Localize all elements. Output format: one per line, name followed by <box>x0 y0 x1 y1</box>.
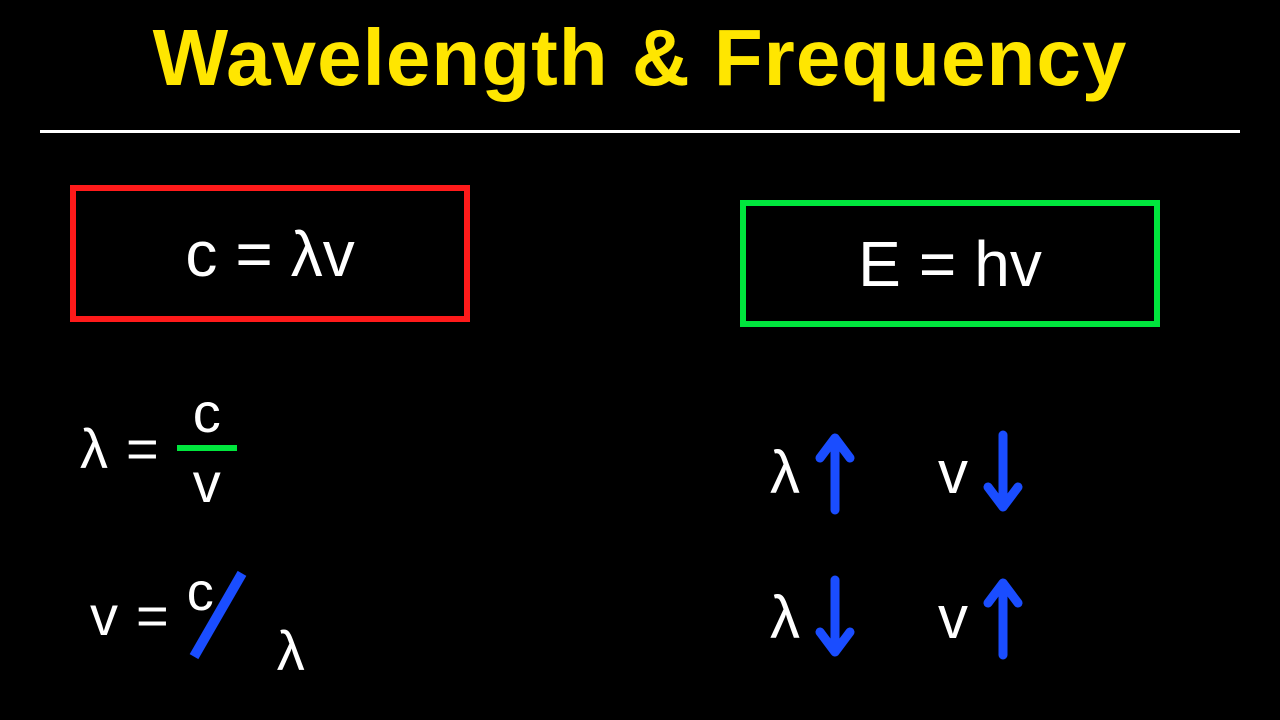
equation-photon-energy: E = hv <box>740 200 1160 327</box>
eq-op: = <box>126 416 159 481</box>
eq-op: = <box>919 232 956 296</box>
fraction-numerator: c <box>185 385 229 445</box>
lambda-symbol: λ <box>770 583 800 652</box>
equation-speed-of-light: c = λv <box>70 185 470 322</box>
fraction-numerator: c <box>187 561 214 623</box>
slash-fraction: c λ <box>187 575 277 655</box>
eq-op: = <box>235 222 272 286</box>
eq-lhs: c <box>185 222 217 286</box>
title-underline <box>40 130 1240 133</box>
relation-row-1: λ v <box>770 430 1030 515</box>
page-title: Wavelength & Frequency <box>0 12 1280 104</box>
fraction-denominator: v <box>185 451 229 511</box>
eq-rhs: λv <box>291 222 355 286</box>
arrow-down-icon <box>808 575 862 660</box>
equation-lambda-solve: λ = c v <box>80 385 237 511</box>
arrow-down-icon <box>976 430 1030 515</box>
lambda-symbol: λ <box>770 438 800 507</box>
arrow-up-icon <box>808 430 862 515</box>
eq-rhs: hv <box>974 232 1042 296</box>
nu-symbol: v <box>938 583 968 652</box>
nu-symbol: v <box>938 438 968 507</box>
eq-op: = <box>136 583 169 648</box>
fraction: c v <box>177 385 237 511</box>
arrow-up-icon <box>976 575 1030 660</box>
eq-lhs: v <box>90 583 118 648</box>
eq-lhs: E <box>858 232 901 296</box>
eq-lhs: λ <box>80 416 108 481</box>
equation-nu-solve: v = c λ <box>90 575 277 655</box>
fraction-denominator: λ <box>277 618 305 683</box>
relation-row-2: λ v <box>770 575 1030 660</box>
